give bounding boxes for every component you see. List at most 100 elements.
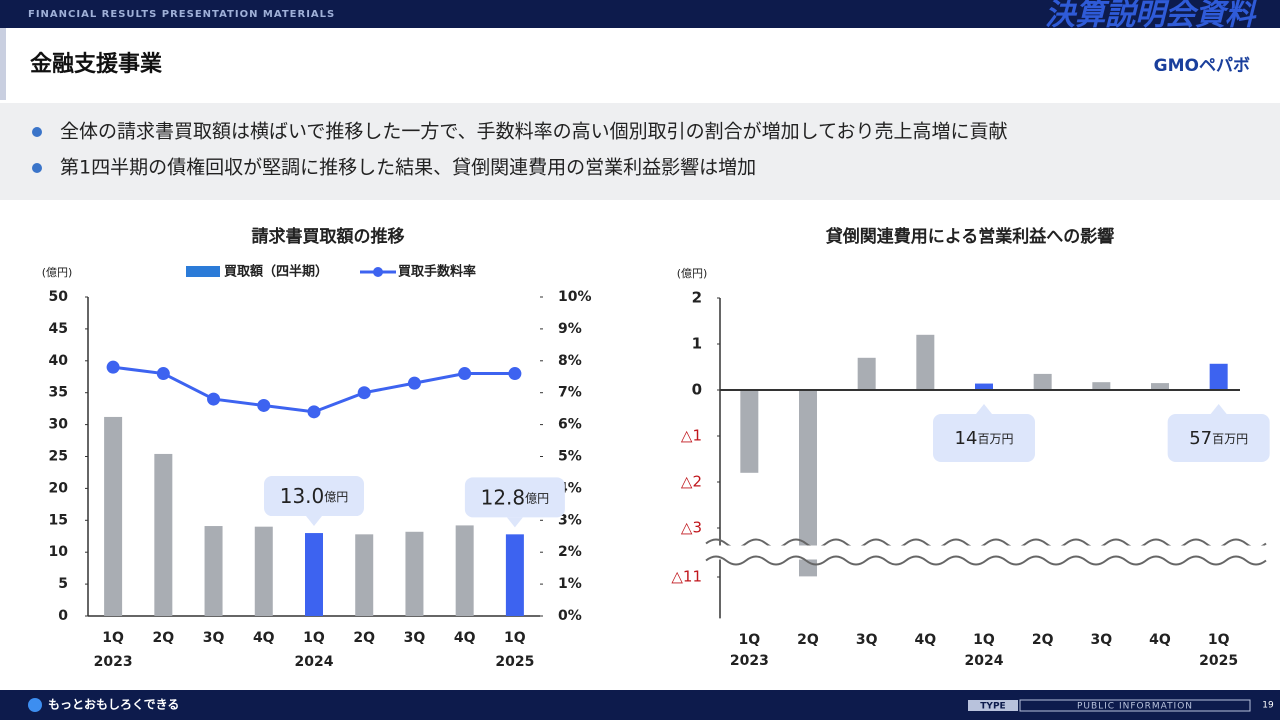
y-tick-label: 30: [49, 417, 69, 433]
value-label-number: 13.0: [280, 484, 325, 508]
y2-tick-label: 2%: [558, 544, 582, 560]
x-group-label: 2024: [965, 653, 1004, 669]
bullet-text: 第1四半期の債権回収が堅調に推移した結果、貸倒関連費用の営業利益影響は増加: [60, 157, 756, 179]
callout-box: [1167, 414, 1270, 462]
legend-swatch: [373, 267, 383, 277]
x-tick-label: 4Q: [915, 632, 937, 648]
callout-box: [264, 476, 364, 517]
y-tick-label: 40: [49, 353, 69, 369]
bullet-dot: [32, 163, 42, 173]
x-tick-label: 2Q: [797, 632, 819, 648]
y-tick-label: 2: [692, 289, 702, 307]
rate-point: [357, 386, 371, 400]
y2-tick-label: 3%: [558, 512, 582, 528]
y-tick-label: △11: [671, 568, 702, 586]
bar: [505, 534, 524, 616]
y-axis-unit: (億円): [677, 267, 708, 280]
logo: GMOペパボ: [1154, 56, 1250, 76]
y-tick-label: △1: [681, 427, 702, 445]
x-group-label: 2025: [1199, 653, 1238, 669]
header-band: [0, 0, 1280, 28]
rate-point: [207, 392, 221, 406]
x-group-label: 2025: [495, 654, 534, 670]
value-label: 12.8億円: [481, 485, 550, 509]
bar: [204, 526, 223, 616]
y2-tick-label: 0%: [558, 608, 582, 624]
bar: [305, 533, 323, 616]
type-box: [1019, 699, 1251, 712]
footer-icon: [28, 698, 42, 712]
bar: [857, 357, 876, 390]
rate-point: [508, 367, 522, 381]
rate-point: [156, 367, 170, 381]
x-tick-label: 3Q: [856, 632, 878, 648]
y-tick-label: 20: [49, 480, 69, 496]
y-tick-label: 25: [49, 449, 68, 465]
y-tick-label: 15: [49, 512, 68, 528]
y2-tick-label: 8%: [558, 353, 582, 369]
x-tick-label: 4Q: [1149, 632, 1171, 648]
bullet-dot: [32, 127, 42, 137]
rate-point: [106, 360, 120, 374]
rate-point: [257, 398, 271, 412]
type-label: TYPE: [980, 702, 1005, 712]
callout-box: [464, 477, 565, 518]
y-axis-unit: (億円): [42, 266, 73, 279]
page-number: 19: [1262, 701, 1274, 711]
y2-tick-label: 1%: [558, 576, 582, 592]
callout-pointer: [306, 516, 322, 527]
y-tick-label: 45: [49, 321, 68, 337]
bullet-text: 全体の請求書買取額は横ばいで推移した一方で、手数料率の高い個別取引の割合が増加し…: [60, 121, 1008, 143]
y2-tick-label: 10%: [558, 289, 592, 305]
y-tick-label: 35: [49, 385, 68, 401]
callout-pointer: [976, 404, 992, 414]
y-tick-label: △2: [681, 473, 702, 491]
y2-tick-label: 5%: [558, 449, 582, 465]
y-tick-label: 50: [49, 289, 69, 305]
x-tick-label: 4Q: [253, 630, 275, 646]
x-tick-label: 1Q: [1208, 632, 1230, 648]
x-tick-label: 3Q: [203, 630, 225, 646]
chart-title: 請求書買取額の推移: [252, 226, 405, 247]
x-group-label: 2023: [94, 654, 133, 670]
bar: [254, 526, 273, 616]
break-gap: [700, 545, 1266, 560]
y-tick-label: 1: [692, 335, 702, 353]
bar: [455, 525, 474, 616]
x-tick-label: 3Q: [1091, 632, 1113, 648]
value-label-number: 57: [1189, 428, 1212, 449]
rate-point: [407, 376, 421, 390]
x-tick-label: 1Q: [303, 630, 325, 646]
value-label-unit: 百万円: [1212, 432, 1248, 446]
y2-tick-label: 7%: [558, 385, 582, 401]
bar: [104, 416, 123, 616]
x-tick-label: 1Q: [973, 632, 995, 648]
value-label-unit: 億円: [324, 490, 348, 504]
y-tick-label: 0: [58, 608, 68, 624]
value-label-unit: 百万円: [977, 432, 1013, 446]
x-group-label: 2023: [730, 653, 769, 669]
header-badge: 決算説明会資料: [1045, 0, 1258, 33]
x-tick-label: 3Q: [404, 630, 426, 646]
bar: [355, 534, 374, 616]
value-label-number: 12.8: [481, 485, 526, 509]
bar: [1033, 373, 1052, 390]
x-tick-label: 4Q: [454, 630, 476, 646]
x-tick-label: 1Q: [102, 630, 124, 646]
rate-point: [458, 367, 472, 381]
x-group-label: 2024: [295, 654, 334, 670]
bar: [154, 453, 173, 616]
side-strip: [0, 28, 6, 100]
y2-tick-label: 9%: [558, 321, 582, 337]
bar: [975, 383, 993, 390]
bar: [1209, 363, 1228, 390]
callout-pointer: [1210, 404, 1227, 414]
legend-swatch: [186, 266, 220, 277]
x-tick-label: 2Q: [353, 630, 375, 646]
type-value: PUBLIC INFORMATION: [1077, 702, 1193, 712]
chart-title: 貸倒関連費用による営業利益への影響: [825, 226, 1115, 247]
legend-label: 買取額（四半期）: [224, 264, 328, 280]
x-tick-label: 2Q: [1032, 632, 1054, 648]
bar: [1092, 382, 1111, 390]
